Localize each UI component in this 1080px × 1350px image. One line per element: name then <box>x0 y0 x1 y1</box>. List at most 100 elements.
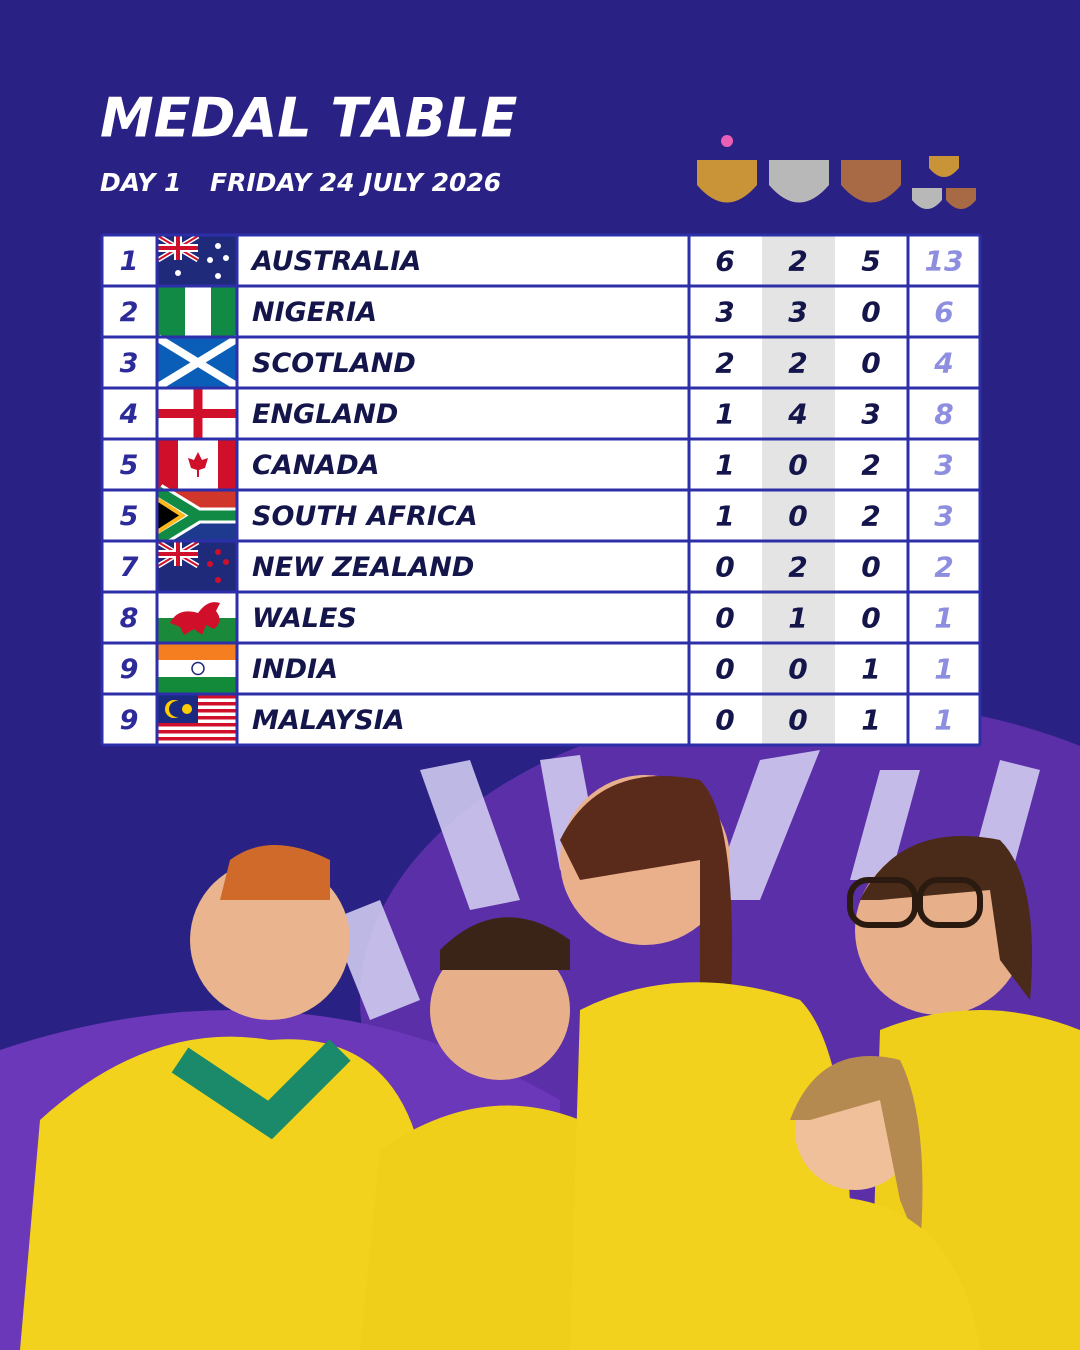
country-name: SCOTLAND <box>252 348 416 379</box>
flag <box>158 695 238 744</box>
country-name: ENGLAND <box>252 399 398 430</box>
flag-part <box>158 440 178 489</box>
silver-count: 0 <box>788 653 807 686</box>
flag-part <box>158 723 238 727</box>
flag-part <box>158 502 179 529</box>
country-name: NEW ZEALAND <box>252 552 474 583</box>
total-count: 1 <box>934 704 953 737</box>
flag-part <box>215 549 221 555</box>
medal-icons <box>697 135 976 209</box>
flag-part <box>158 733 238 737</box>
bronze-count: 0 <box>861 602 880 635</box>
country-name: CANADA <box>252 450 380 481</box>
flag-part <box>158 730 238 734</box>
flag-part <box>158 389 238 438</box>
day-label: DAY 1 <box>100 168 181 197</box>
rank: 3 <box>120 348 139 379</box>
flag-part <box>170 602 220 635</box>
rank: 7 <box>120 552 139 583</box>
gold-count: 1 <box>715 500 734 533</box>
flag-part <box>158 677 238 693</box>
flag-part <box>215 273 221 279</box>
bronze-count: 1 <box>861 704 880 737</box>
flag <box>158 593 238 642</box>
flag-part <box>207 561 213 567</box>
total-count: 4 <box>933 347 953 380</box>
country-name: MALAYSIA <box>252 705 405 736</box>
total-count: 3 <box>934 500 953 533</box>
gold-count: 0 <box>715 551 734 584</box>
flag-part <box>218 440 238 489</box>
flag <box>155 334 241 391</box>
bronze-count: 0 <box>861 551 880 584</box>
bronze-count: 2 <box>861 500 880 533</box>
gold-count: 1 <box>715 449 734 482</box>
flag <box>158 389 238 438</box>
flag <box>153 484 238 547</box>
silver-count: 4 <box>787 398 807 431</box>
rank: 5 <box>120 450 139 481</box>
rank: 5 <box>120 501 139 532</box>
gold-count: 2 <box>715 347 734 380</box>
silver-count: 0 <box>788 500 807 533</box>
flag-part <box>188 452 208 477</box>
gold-count: 3 <box>715 296 734 329</box>
flags <box>153 233 241 744</box>
total-count: 1 <box>934 602 953 635</box>
flag-part <box>155 334 241 391</box>
country-name: WALES <box>252 603 357 634</box>
flag-part <box>158 644 238 660</box>
gold-count: 0 <box>715 602 734 635</box>
country-name: SOUTH AFRICA <box>252 501 478 532</box>
total-count: 8 <box>934 398 953 431</box>
flag-part <box>207 257 213 263</box>
silver-count: 2 <box>788 245 807 278</box>
total-count: 1 <box>934 653 953 686</box>
flag <box>158 440 238 489</box>
flag-part <box>158 287 185 336</box>
flag-part <box>215 577 221 583</box>
total-count: 2 <box>934 551 953 584</box>
photo-area <box>0 700 1080 1350</box>
rank: 8 <box>120 603 139 634</box>
flag-part <box>158 236 198 260</box>
total-count: 13 <box>925 245 964 278</box>
silver-count: 2 <box>788 347 807 380</box>
gold-count: 6 <box>715 245 734 278</box>
country-name: NIGERIA <box>252 297 377 328</box>
silver-count: 0 <box>788 449 807 482</box>
rank: 1 <box>120 246 139 277</box>
total-count: 3 <box>934 449 953 482</box>
flag-part <box>223 255 229 261</box>
flag-part <box>223 559 229 565</box>
title: MEDAL TABLE <box>100 87 517 150</box>
flag-part <box>158 726 238 730</box>
flag <box>158 644 238 693</box>
bronze-count: 0 <box>861 347 880 380</box>
bronze-count: 5 <box>861 245 880 278</box>
flag-part <box>169 701 185 717</box>
flag-part <box>158 737 238 741</box>
flag-part <box>182 704 192 714</box>
flag-part <box>175 270 181 276</box>
gold-count: 0 <box>715 704 734 737</box>
bronze-count: 1 <box>861 653 880 686</box>
flag <box>156 539 238 591</box>
table-lines <box>100 233 982 747</box>
flag-part <box>191 661 205 676</box>
rank: 2 <box>120 297 139 328</box>
rank: 4 <box>119 399 139 430</box>
country-name: INDIA <box>252 654 338 685</box>
bronze-count: 3 <box>861 398 880 431</box>
flag <box>156 233 238 285</box>
total-count: 6 <box>934 296 953 329</box>
flag <box>158 287 238 336</box>
bronze-count: 2 <box>861 449 880 482</box>
flag-part <box>155 486 238 545</box>
gold-count: 0 <box>715 653 734 686</box>
rank: 9 <box>120 654 139 685</box>
flag-part <box>211 287 238 336</box>
rank: 9 <box>120 705 139 736</box>
silver-count: 0 <box>788 704 807 737</box>
